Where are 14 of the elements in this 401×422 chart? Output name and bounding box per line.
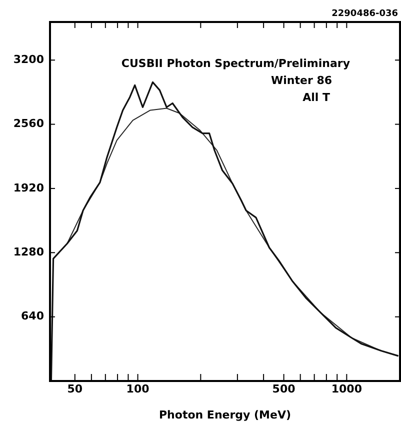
- y-tick-label: 1920: [13, 181, 44, 194]
- annotation: All T: [302, 91, 330, 104]
- y-tick-label: 640: [21, 310, 44, 323]
- x-tick-label: 100: [126, 382, 150, 396]
- text: 2290486-036: [332, 9, 398, 19]
- x-tick-label: 1000: [331, 382, 362, 396]
- y-tick-label: 1280: [13, 246, 44, 258]
- y-tick-label: 2560: [13, 117, 44, 130]
- y-tick-label: 3200: [13, 52, 44, 66]
- text: CUSBII Photon Spectrum/Preliminary: [121, 57, 350, 70]
- text: Winter 86: [270, 74, 332, 87]
- x-tick-label: 500: [272, 382, 296, 396]
- x-tick-label: 50: [67, 382, 83, 396]
- x-axis-title: Photon Energy (MeV): [158, 408, 292, 422]
